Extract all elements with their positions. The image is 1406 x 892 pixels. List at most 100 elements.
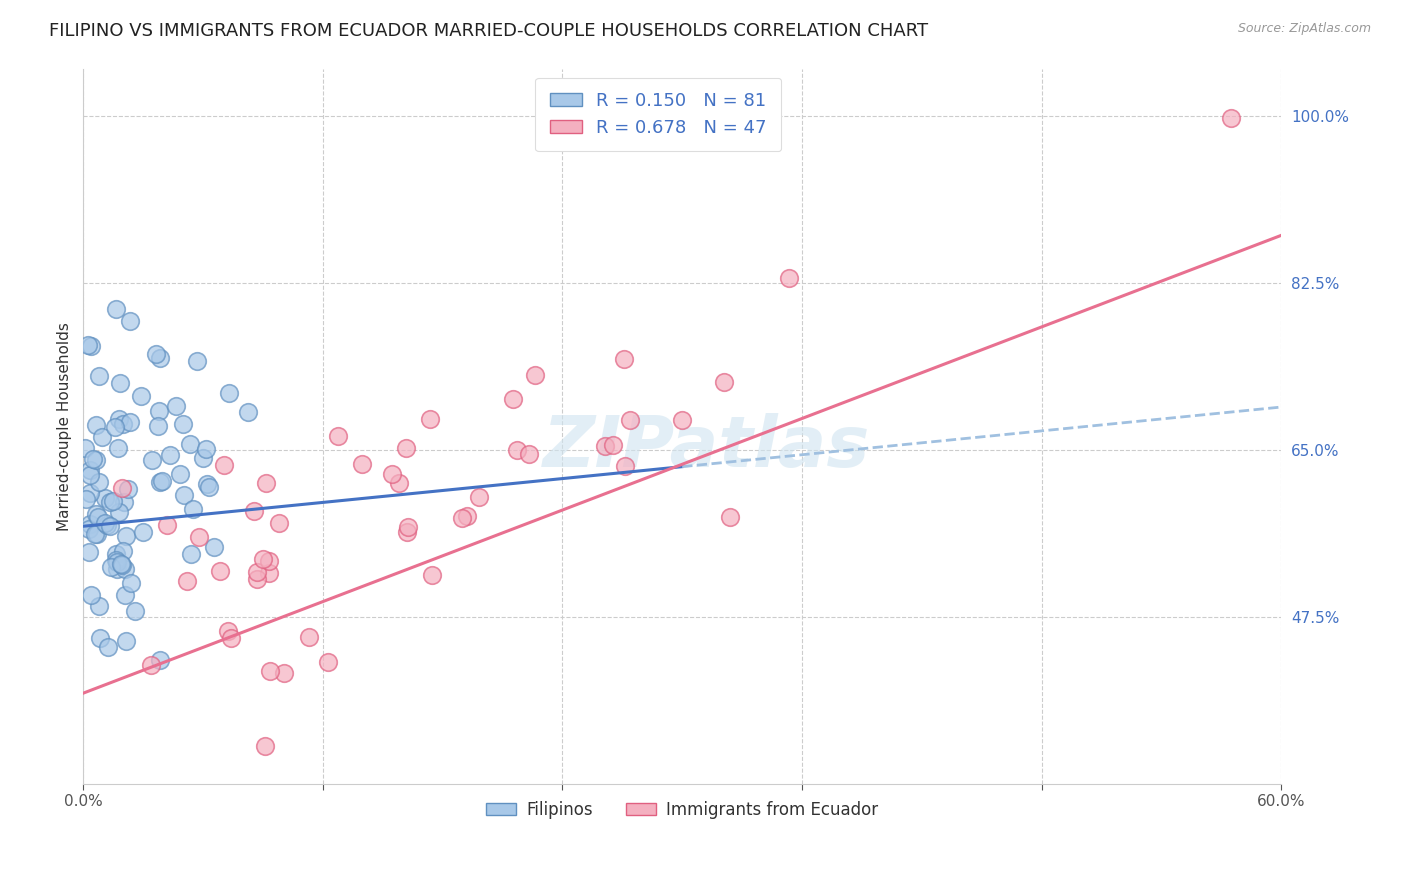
Point — [468, 490, 491, 504]
Point — [87, 368, 110, 383]
Point — [75, 491, 97, 506]
Point — [191, 451, 214, 466]
Point — [94, 491, 117, 506]
Point — [420, 568, 443, 582]
Point — [96, 640, 118, 654]
Point — [257, 566, 280, 580]
Point — [246, 565, 269, 579]
Point — [79, 517, 101, 532]
Point — [188, 530, 211, 544]
Point — [593, 439, 616, 453]
Point — [524, 368, 547, 383]
Point — [502, 392, 524, 407]
Point — [114, 588, 136, 602]
Point — [517, 446, 540, 460]
Point — [104, 302, 127, 317]
Point — [396, 524, 419, 539]
Point — [117, 482, 139, 496]
Point — [111, 558, 134, 573]
Point — [124, 604, 146, 618]
Point — [100, 519, 122, 533]
Point — [79, 463, 101, 477]
Point — [90, 429, 112, 443]
Point — [108, 412, 131, 426]
Point — [77, 522, 100, 536]
Point — [87, 475, 110, 489]
Point — [86, 507, 108, 521]
Point — [79, 467, 101, 482]
Point — [256, 476, 278, 491]
Point — [141, 453, 163, 467]
Point — [82, 452, 104, 467]
Point — [107, 441, 129, 455]
Point — [148, 418, 170, 433]
Point — [115, 529, 138, 543]
Point — [1220, 111, 1243, 125]
Point — [77, 338, 100, 352]
Point — [80, 588, 103, 602]
Point — [149, 653, 172, 667]
Point — [297, 630, 319, 644]
Point — [104, 553, 127, 567]
Point — [169, 467, 191, 481]
Point — [713, 376, 735, 390]
Point — [165, 399, 187, 413]
Point — [79, 486, 101, 500]
Point — [150, 474, 173, 488]
Point — [506, 443, 529, 458]
Point — [395, 441, 418, 455]
Point — [212, 458, 235, 472]
Point — [388, 476, 411, 491]
Point — [112, 543, 135, 558]
Point — [179, 437, 201, 451]
Point — [718, 510, 741, 524]
Point — [236, 404, 259, 418]
Point — [84, 452, 107, 467]
Point — [246, 572, 269, 586]
Point — [100, 559, 122, 574]
Point — [105, 562, 128, 576]
Point — [252, 551, 274, 566]
Point — [149, 351, 172, 365]
Point — [217, 624, 239, 639]
Point — [73, 441, 96, 455]
Point — [219, 631, 242, 645]
Point — [77, 545, 100, 559]
Point — [108, 376, 131, 390]
Point — [87, 599, 110, 614]
Point — [84, 418, 107, 433]
Point — [114, 634, 136, 648]
Point — [243, 504, 266, 518]
Point — [326, 429, 349, 443]
Point — [86, 527, 108, 541]
Point — [173, 488, 195, 502]
Point — [456, 509, 478, 524]
Point — [79, 339, 101, 353]
Point — [129, 389, 152, 403]
Point — [93, 516, 115, 530]
Text: ZIPatlas: ZIPatlas — [543, 413, 870, 482]
Text: Source: ZipAtlas.com: Source: ZipAtlas.com — [1237, 22, 1371, 36]
Point — [107, 506, 129, 520]
Point — [204, 541, 226, 555]
Point — [156, 518, 179, 533]
Point — [671, 413, 693, 427]
Point — [141, 658, 163, 673]
Point — [613, 351, 636, 366]
Point — [145, 347, 167, 361]
Point — [84, 527, 107, 541]
Point — [105, 556, 128, 570]
Point — [316, 655, 339, 669]
Point — [118, 415, 141, 429]
Point — [111, 481, 134, 495]
Point — [180, 547, 202, 561]
Point — [195, 477, 218, 491]
Text: FILIPINO VS IMMIGRANTS FROM ECUADOR MARRIED-COUPLE HOUSEHOLDS CORRELATION CHART: FILIPINO VS IMMIGRANTS FROM ECUADOR MARR… — [49, 22, 928, 40]
Point — [198, 480, 221, 494]
Point — [218, 385, 240, 400]
Point — [112, 495, 135, 509]
Point — [614, 459, 637, 474]
Point — [87, 510, 110, 524]
Point — [450, 510, 472, 524]
Point — [98, 495, 121, 509]
